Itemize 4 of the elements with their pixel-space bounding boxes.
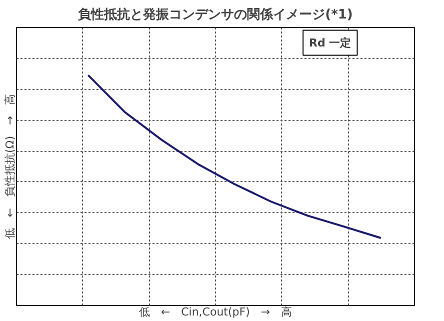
x-axis-title: 低 ← Cin,Cout(pF) → 高: [138, 306, 292, 318]
chart-title: 負性抵抗と発振コンデンサの関係イメージ(*1): [78, 6, 353, 22]
text: Rd 一定: [309, 36, 352, 50]
y-axis-title: 低 ← 負性抵抗(Ω) → 高: [4, 94, 16, 240]
